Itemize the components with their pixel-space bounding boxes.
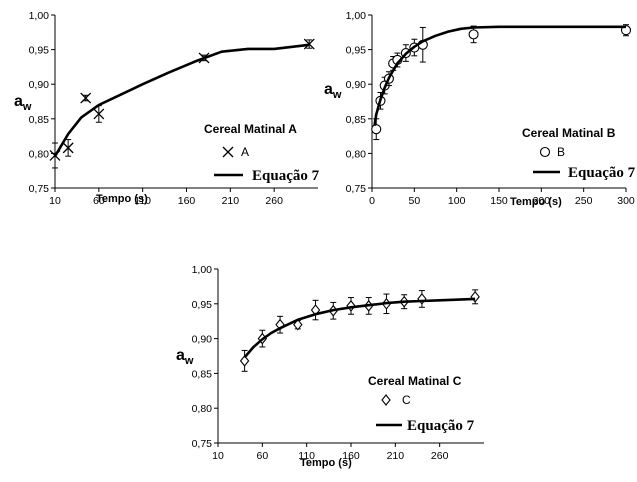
y-tick-label: 0,80 <box>346 148 367 160</box>
x-tick-label: 150 <box>490 195 508 207</box>
x-tick-label: 10 <box>49 195 61 207</box>
x-axis-title: Tempo (s) <box>300 457 352 469</box>
x-tick-label: 110 <box>134 195 151 207</box>
x-tick-label: 260 <box>265 195 283 207</box>
y-axis-title-sub: w <box>184 355 194 367</box>
legend-label-points: C <box>402 393 411 407</box>
y-tick-label: 0,85 <box>192 368 213 380</box>
y-tick-label: 0,85 <box>29 114 50 126</box>
data-point <box>468 29 479 40</box>
chart-panel-a: 0,75 0,80 0,85 0,90 0,95 1,00 10 60 110 160 210 260… <box>14 10 320 207</box>
legend-title: Cereal Matinal B <box>522 126 616 140</box>
legend: Cereal Matinal C C Equação 7 <box>368 374 475 434</box>
chart-panel-b: 0,75 0,80 0,85 0,90 0,95 1,00 0 50 100 150 200 250 3… <box>324 10 636 208</box>
y-tick-label: 0,95 <box>29 45 50 57</box>
fit-curve <box>243 297 476 359</box>
data-point <box>80 92 92 104</box>
marker-stroke <box>303 38 315 50</box>
x-tick-label: 210 <box>222 195 240 207</box>
x-tick-label: 210 <box>387 450 405 462</box>
data-point <box>303 38 315 50</box>
y-tick-label: 1,00 <box>346 10 367 22</box>
y-tick-label: 1,00 <box>29 10 50 22</box>
legend-marker <box>381 394 391 406</box>
marker-stroke <box>93 108 105 120</box>
y-axis-title-sub: w <box>332 89 342 101</box>
y-tick-label: 0,95 <box>192 299 213 311</box>
data-point <box>371 124 382 135</box>
data-point <box>239 354 250 367</box>
data-point <box>93 108 105 120</box>
legend-title: Cereal Matinal C <box>368 374 462 388</box>
data-point <box>417 293 427 305</box>
legend-marker <box>222 146 234 158</box>
x-tick-label: 100 <box>448 195 466 207</box>
marker-stroke <box>80 92 92 104</box>
y-tick-label: 0,75 <box>192 438 213 450</box>
legend-label-fit: Equação 7 <box>252 168 320 184</box>
y-tick-label: 0,90 <box>29 79 50 91</box>
x-tick-label: 60 <box>256 450 268 462</box>
x-tick-label: 110 <box>298 450 315 462</box>
x-tick-label: 250 <box>575 195 593 207</box>
y-axis-title-sub: w <box>22 101 32 113</box>
x-tick-label: 160 <box>342 450 360 462</box>
y-tick-label: 1,00 <box>192 264 213 276</box>
legend-label-points: B <box>557 145 565 159</box>
legend-label-fit: Equação 7 <box>407 418 475 434</box>
x-axis-title: Tempo (s) <box>510 196 562 208</box>
y-tick-label: 0,95 <box>346 45 367 57</box>
y-axis-title-main: a <box>324 81 333 98</box>
y-tick-label: 0,90 <box>346 79 367 91</box>
y-axis-title-main: a <box>176 347 185 364</box>
y-axis-title: aw <box>324 81 342 101</box>
marker-stroke <box>62 142 74 154</box>
fit-curve <box>53 43 310 157</box>
y-axis-title-main: a <box>14 93 23 110</box>
y-tick-label: 0,85 <box>346 114 367 126</box>
x-axis-title: Tempo (s) <box>96 193 148 205</box>
x-tick-label: 10 <box>212 450 224 462</box>
y-axis-title: aw <box>176 347 194 367</box>
y-tick-label: 0,90 <box>192 334 213 346</box>
y-tick-label: 0,80 <box>29 148 50 160</box>
data-point <box>62 142 74 154</box>
chart-panel-c: 0,75 0,80 0,85 0,90 0,95 1,00 10 60 110 160 210 260… <box>176 264 484 469</box>
x-tick-label: 60 <box>93 195 105 207</box>
legend-label-points: A <box>241 145 249 159</box>
x-tick-label: 300 <box>617 195 635 207</box>
x-tick-label: 0 <box>369 195 375 207</box>
x-tick-label: 160 <box>178 195 196 207</box>
legend-marker <box>539 146 551 158</box>
legend-title: Cereal Matinal A <box>204 122 297 136</box>
data-point <box>470 290 480 303</box>
fit-curve <box>373 25 626 126</box>
x-tick-label: 50 <box>408 195 420 207</box>
marker-stroke <box>222 146 234 158</box>
legend-label-fit: Equação 7 <box>568 165 636 181</box>
y-tick-label: 0,80 <box>192 403 213 415</box>
y-axis-title: aw <box>14 93 32 113</box>
x-tick-label: 260 <box>431 450 449 462</box>
x-tick-label: 200 <box>533 195 551 207</box>
y-tick-label: 0,75 <box>29 183 50 195</box>
y-tick-label: 0,75 <box>346 183 367 195</box>
